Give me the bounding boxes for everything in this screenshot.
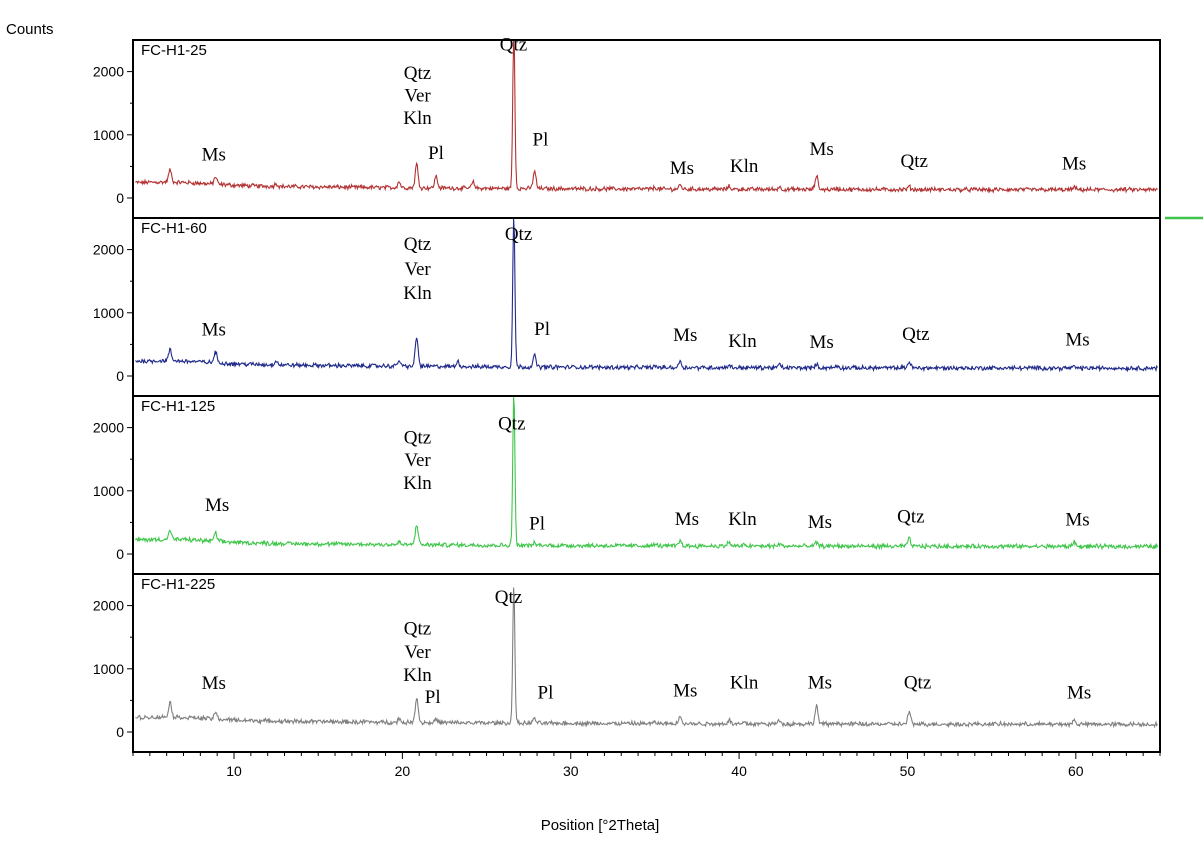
peak-label-pl: Pl: [428, 143, 444, 164]
y-tick-label: 1000: [93, 483, 124, 499]
y-tick-label: 0: [116, 724, 124, 740]
x-tick-label: 30: [563, 763, 579, 779]
x-tick-label: 50: [900, 763, 916, 779]
x-tick-label: 40: [731, 763, 747, 779]
peak-label-kln: Kln: [403, 665, 432, 686]
peak-label-ms: Ms: [202, 673, 226, 694]
peak-label-qtz: Qtz: [404, 427, 431, 448]
panel-label: FC-H1-225: [141, 576, 215, 593]
y-tick-label: 2000: [93, 64, 124, 80]
y-tick-label: 2000: [93, 598, 124, 614]
y-tick-label: 0: [116, 546, 124, 562]
y-tick-label: 1000: [93, 305, 124, 321]
y-tick-label: 0: [116, 190, 124, 206]
peak-label-ver: Ver: [404, 642, 431, 663]
panel-label: FC-H1-25: [141, 42, 207, 59]
y-tick-label: 1000: [93, 127, 124, 143]
panel-frame: [132, 395, 1161, 575]
peak-label-ms: Ms: [673, 681, 697, 702]
peak-label-kln: Kln: [730, 672, 759, 693]
peak-label-kln: Kln: [728, 331, 757, 352]
series-line-FC-H1-25: [135, 40, 1158, 194]
peak-label-ms: Ms: [1062, 154, 1086, 175]
peak-label-pl: Pl: [534, 319, 550, 340]
peak-label-kln: Kln: [728, 509, 757, 530]
panel-frame: [132, 573, 1161, 753]
panel-frame: [132, 217, 1161, 397]
peak-label-qtz: Qtz: [498, 413, 525, 434]
y-axis-title: Counts: [6, 21, 54, 38]
peak-label-kln: Kln: [403, 108, 432, 129]
peak-label-qtz: Qtz: [500, 35, 527, 56]
panel-label: FC-H1-60: [141, 220, 207, 237]
series-line-FC-H1-125: [135, 396, 1159, 551]
panel-label: FC-H1-125: [141, 398, 215, 415]
x-tick-label: 10: [226, 763, 242, 779]
peak-label-ms: Ms: [1065, 330, 1089, 351]
peak-label-ms: Ms: [202, 320, 226, 341]
peak-label-ms: Ms: [1065, 510, 1089, 531]
y-tick-label: 1000: [93, 661, 124, 677]
peak-label-ms: Ms: [1067, 683, 1091, 704]
peak-label-kln: Kln: [730, 156, 759, 177]
peak-label-ver: Ver: [404, 450, 431, 471]
panel-frame: [132, 39, 1161, 219]
y-tick-label: 0: [116, 368, 124, 384]
peak-label-qtz: Qtz: [900, 151, 927, 172]
x-tick-label: 20: [395, 763, 411, 779]
peak-label-qtz: Qtz: [904, 672, 931, 693]
peak-label-qtz: Qtz: [902, 324, 929, 345]
peak-label-ms: Ms: [809, 139, 833, 160]
peak-label-ver: Ver: [404, 259, 431, 280]
peak-label-ms: Ms: [675, 509, 699, 530]
peak-label-ms: Ms: [202, 145, 226, 166]
peak-label-pl: Pl: [538, 683, 554, 704]
peak-label-ms: Ms: [808, 512, 832, 533]
peak-label-pl: Pl: [529, 513, 545, 534]
peak-label-pl: Pl: [425, 687, 441, 708]
peak-label-qtz: Qtz: [404, 63, 431, 84]
peak-label-qtz: Qtz: [404, 234, 431, 255]
peak-label-ms: Ms: [808, 672, 832, 693]
peak-label-kln: Kln: [403, 473, 432, 494]
series-line-FC-H1-225: [135, 587, 1158, 729]
series-line-FC-H1-60: [135, 218, 1158, 373]
y-tick-label: 2000: [93, 420, 124, 436]
peak-label-qtz: Qtz: [404, 619, 431, 640]
peak-label-qtz: Qtz: [495, 587, 522, 608]
x-tick-label: 60: [1068, 763, 1084, 779]
peak-label-ms: Ms: [670, 158, 694, 179]
peak-label-kln: Kln: [403, 283, 432, 304]
y-tick-label: 2000: [93, 242, 124, 258]
peak-label-qtz: Qtz: [897, 506, 924, 527]
peak-label-qtz: Qtz: [505, 224, 532, 245]
peak-label-ms: Ms: [809, 332, 833, 353]
peak-label-ms: Ms: [205, 495, 229, 516]
peak-label-ver: Ver: [404, 85, 431, 106]
peak-label-pl: Pl: [533, 130, 549, 151]
peak-label-ms: Ms: [673, 325, 697, 346]
x-axis-title: Position [°2Theta]: [541, 817, 660, 834]
